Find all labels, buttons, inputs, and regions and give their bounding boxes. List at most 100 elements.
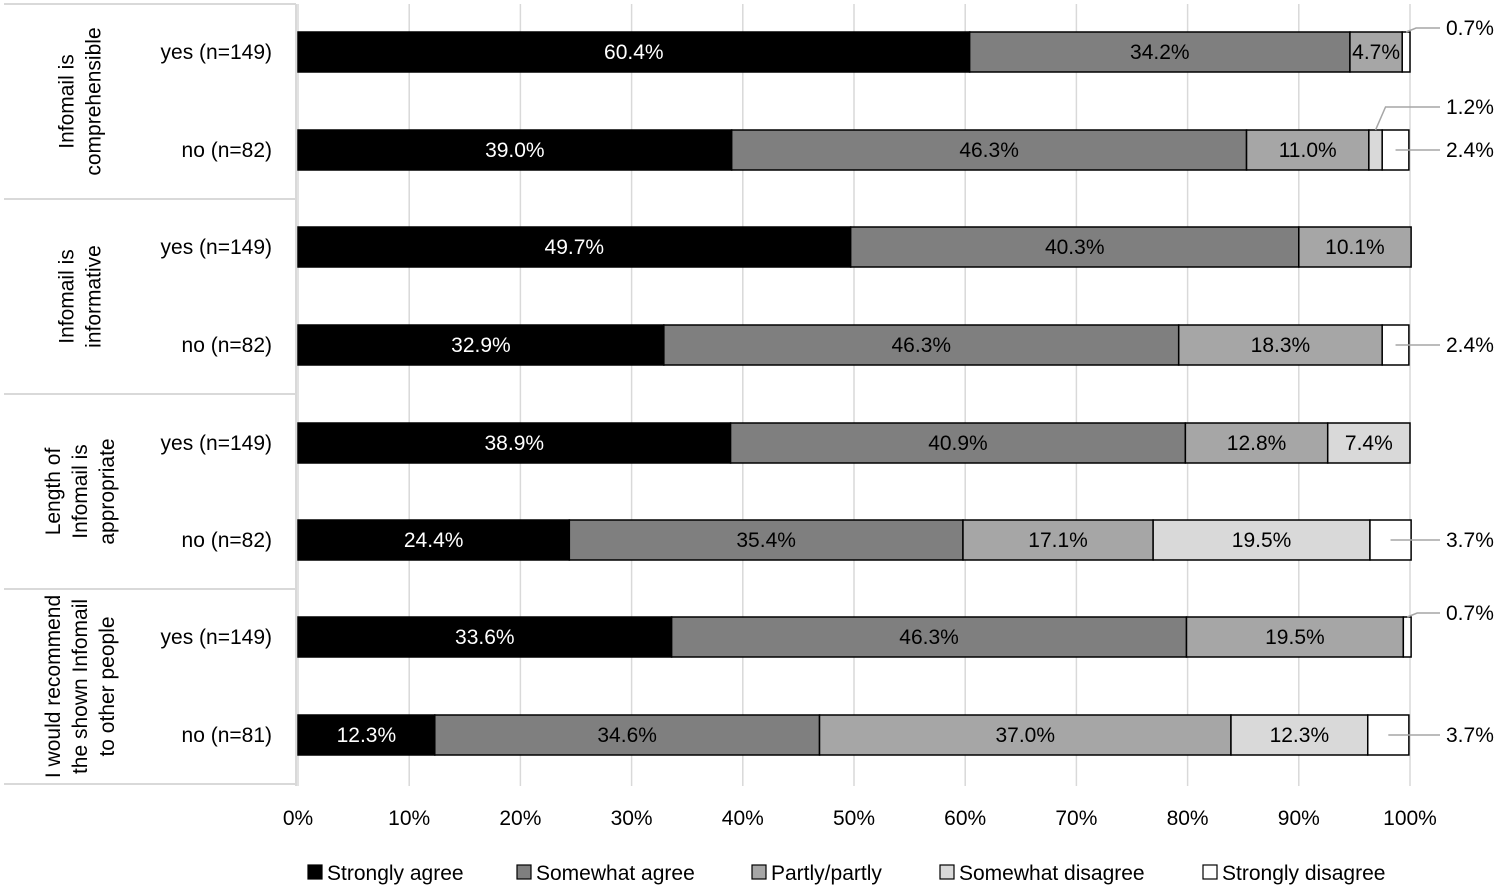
bar-segment	[1368, 129, 1383, 171]
bar-value-label: 40.3%	[1045, 236, 1105, 259]
leader-line	[1406, 612, 1440, 618]
bar-value-label: 4.7%	[1352, 41, 1400, 64]
bars: 60.4% 34.2% 4.7% 39.0% 46.3% 11.0% 49.7% 40.3% 1…	[297, 31, 1412, 756]
bar-value-label: 24.4%	[404, 529, 464, 552]
row-label: yes (n=149)	[161, 236, 272, 259]
bar-value-label: 12.3%	[1270, 724, 1330, 747]
bar-value-label: 60.4%	[604, 41, 664, 64]
outside-value-label: 2.4%	[1446, 334, 1494, 357]
group-labels: Infomail is comprehensible Infomail is info…	[42, 27, 119, 778]
outside-value-label: 3.7%	[1446, 529, 1494, 552]
bar-value-label: 12.3%	[337, 724, 397, 747]
bar-value-label: 17.1%	[1028, 529, 1088, 552]
bar-value-label: 18.3%	[1251, 334, 1311, 357]
legend-swatch	[307, 864, 323, 880]
bar-value-label: 37.0%	[995, 724, 1055, 747]
legend-swatch	[516, 864, 532, 880]
legend-label: Strongly disagree	[1222, 862, 1385, 885]
x-tick-label: 30%	[611, 807, 653, 830]
legend-swatch	[751, 864, 767, 880]
bar-value-label: 46.3%	[899, 626, 959, 649]
bar-value-label: 10.1%	[1325, 236, 1385, 259]
group-label: I would recommend the shown Infomail to ot…	[42, 595, 119, 778]
row-label: no (n=82)	[182, 139, 272, 162]
row-label: no (n=81)	[182, 724, 272, 747]
bar-value-label: 49.7%	[545, 236, 605, 259]
legend-label: Strongly agree	[327, 862, 464, 885]
bar-value-label: 34.6%	[597, 724, 657, 747]
bar-segment	[297, 324, 665, 366]
legend-swatch	[939, 864, 955, 880]
bar-value-label: 40.9%	[928, 432, 988, 455]
row-label: yes (n=149)	[161, 432, 272, 455]
legend-swatch	[1202, 864, 1218, 880]
x-tick-label: 100%	[1383, 807, 1437, 830]
bar-segment	[730, 129, 1248, 171]
bar-segment	[1184, 422, 1329, 464]
bar-segment	[1230, 714, 1369, 756]
x-tick-label: 40%	[722, 807, 764, 830]
outside-value-label: 0.7%	[1446, 602, 1494, 625]
outside-value-label: 1.2%	[1446, 96, 1494, 119]
x-tick-label: 0%	[283, 807, 313, 830]
bar-segment	[297, 226, 852, 268]
bar-segment	[1401, 31, 1411, 73]
bar-segment	[729, 422, 1187, 464]
bar-value-label: 39.0%	[485, 139, 545, 162]
gridlines	[297, 4, 1411, 786]
bar-segment	[968, 31, 1351, 73]
legend-label: Partly/partly	[771, 862, 882, 885]
bar-segment	[297, 616, 673, 658]
outside-value-labels: 0.7% 1.2% 2.4% 2.4% 3.7% 0.7% 3.7%	[1374, 17, 1494, 747]
x-tick-label: 50%	[833, 807, 875, 830]
group-label: Length of Infomail is appropriate	[42, 438, 119, 544]
bar-segment	[297, 519, 571, 561]
bar-segment	[1298, 226, 1412, 268]
bar-value-label: 35.4%	[736, 529, 796, 552]
bar-segment	[1326, 422, 1411, 464]
x-tick-label: 70%	[1055, 807, 1097, 830]
bar-segment	[818, 714, 1232, 756]
outside-value-label: 3.7%	[1446, 724, 1494, 747]
bar-segment	[1185, 616, 1405, 658]
bar-segment	[297, 31, 971, 73]
x-tick-label: 10%	[388, 807, 430, 830]
bar-segment	[1402, 616, 1412, 658]
bar-segment	[962, 519, 1154, 561]
row-label: no (n=82)	[182, 529, 272, 552]
bar-value-label: 46.3%	[892, 334, 952, 357]
legend-label: Somewhat disagree	[959, 862, 1145, 885]
outside-value-label: 2.4%	[1446, 139, 1494, 162]
bar-value-label: 19.5%	[1232, 529, 1292, 552]
bar-segment	[1152, 519, 1371, 561]
bar-value-label: 34.2%	[1130, 41, 1190, 64]
group-label-frame	[4, 3, 297, 786]
bar-value-label: 19.5%	[1265, 626, 1325, 649]
x-tick-label: 60%	[944, 807, 986, 830]
bar-segment	[297, 714, 436, 756]
bar-value-label: 7.4%	[1345, 432, 1393, 455]
bar-segment	[849, 226, 1300, 268]
group-label: Infomail is informative	[56, 245, 106, 348]
row-label: yes (n=149)	[161, 41, 272, 64]
leader-line	[1374, 106, 1440, 131]
x-tick-label: 90%	[1278, 807, 1320, 830]
bar-value-label: 11.0%	[1279, 139, 1337, 162]
group-label: Infomail is comprehensible	[56, 27, 106, 175]
x-tick-label: 80%	[1167, 807, 1209, 830]
bar-value-label: 32.9%	[451, 334, 511, 357]
bar-value-label: 12.8%	[1227, 432, 1287, 455]
x-axis: 0% 10% 20% 30% 40% 50% 60% 70% 80% 90% 100%	[283, 807, 1437, 830]
bar-segment	[568, 519, 964, 561]
legend-label: Somewhat agree	[536, 862, 695, 885]
bar-segment	[297, 129, 733, 171]
bar-value-label: 38.9%	[485, 432, 545, 455]
bar-value-label: 46.3%	[959, 139, 1019, 162]
leader-line	[1405, 27, 1440, 33]
bar-segment	[434, 714, 821, 756]
bar-segment	[1245, 129, 1370, 171]
bar-value-label: 33.6%	[455, 626, 515, 649]
legend: Strongly agree Somewhat agree Partly/partl…	[307, 862, 1385, 885]
row-label: yes (n=149)	[161, 626, 272, 649]
